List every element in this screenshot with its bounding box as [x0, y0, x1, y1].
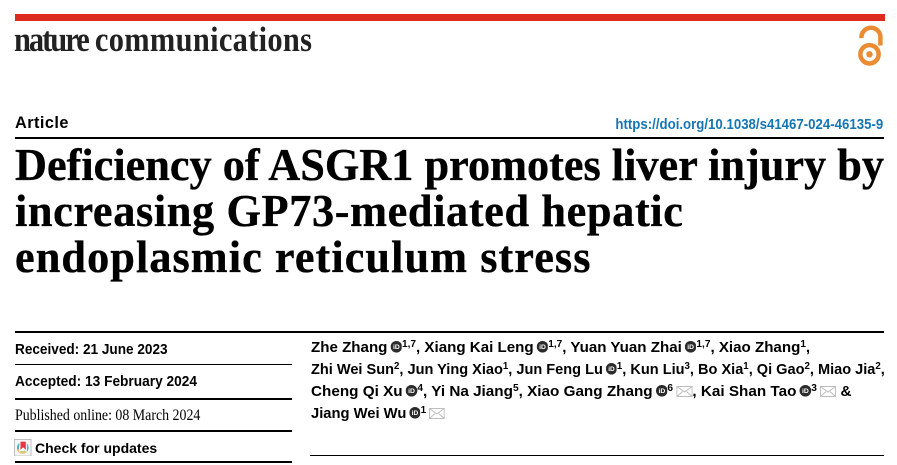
svg-text:iD: iD	[687, 345, 694, 352]
svg-text:iD: iD	[608, 366, 615, 373]
svg-text:iD: iD	[802, 388, 809, 395]
svg-text:iD: iD	[658, 388, 665, 395]
svg-text:iD: iD	[408, 388, 415, 395]
svg-text:iD: iD	[539, 345, 546, 352]
svg-text:iD: iD	[393, 345, 400, 352]
svg-text:iD: iD	[412, 410, 419, 417]
